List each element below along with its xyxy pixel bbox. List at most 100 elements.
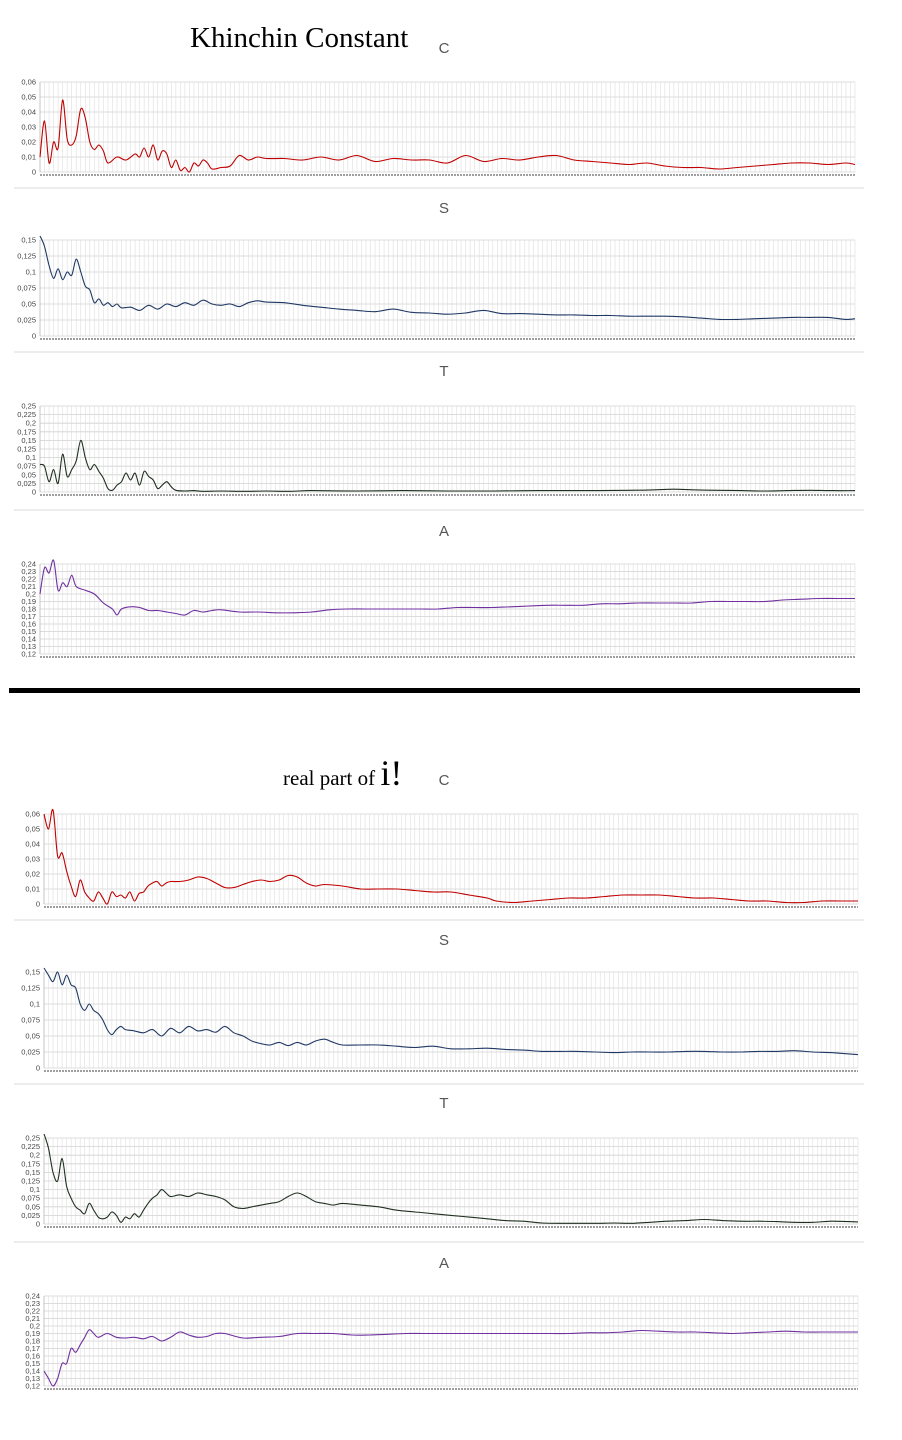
section-title-khinchin: Khinchin Constant [190,22,409,54]
chart-khinchin-t: T0,250,2250,20,1750,150,1250,10,0750,050… [14,363,864,511]
section-title-symbol: i! [380,753,403,793]
y-tick-label: 0,19 [21,597,36,606]
y-tick-label: 0,15 [25,968,40,977]
y-tick-label: 0 [32,488,36,497]
y-tick-label: 0,18 [21,605,36,614]
y-tick-label: 0,1 [30,1185,40,1194]
chart-khinchin-s: S 0,15 0,125 0,1 0,075 0,05 0,025 0 [14,200,864,353]
y-tick-label: 0,25 [25,1134,40,1143]
chart-label: T [439,363,448,380]
y-tick-label: 0,03 [25,855,40,864]
y-tick-label: 0,025 [17,316,36,325]
series-line-a [39,559,855,616]
y-tick-label: 0,21 [21,582,36,591]
y-tick-label: 0,24 [21,560,36,569]
y-tick-label: 0,02 [21,138,36,147]
y-tick-label: 0 [32,168,36,177]
y-tick-label: 0,05 [25,1202,40,1211]
y-tick-label: 0,14 [21,635,36,644]
y-tick-label: 0,025 [17,479,36,488]
y-tick-label: 0,125 [21,984,40,993]
chart-label: T [439,1095,448,1112]
section-divider [9,688,860,693]
y-tick-label: 0,01 [21,153,36,162]
y-tick-label: 0,075 [21,1016,40,1025]
y-tick-label: 0,2 [30,1151,40,1160]
series-line-s [39,235,856,321]
section-title-text: real part of [283,766,381,790]
y-tick-label: 0,2 [26,419,36,428]
y-tick-label: 0 [32,332,36,341]
y-tick-label: 0,21 [25,1314,40,1323]
y-tick-label: 0,14 [25,1367,40,1376]
series-line-a [43,1329,858,1387]
chart-real-part-s: S 0,15 0,125 0,1 0,075 0,05 0,025 0 [14,932,864,1085]
y-tick-label: 0,225 [17,410,36,419]
series-line-s [43,967,859,1056]
y-tick-label: 0,05 [21,300,36,309]
series-line-c [39,99,856,173]
chart-label: C [439,40,450,57]
chart-label: A [439,1255,449,1272]
y-tick-label: 0,19 [25,1329,40,1338]
y-tick-label: 0,15 [21,436,36,445]
y-tick-label: 0,15 [21,236,36,245]
y-tick-label: 0,24 [25,1292,40,1301]
chart-label: S [439,200,449,217]
y-tick-label: 0,125 [21,1177,40,1186]
y-tick-label: 0,1 [26,453,36,462]
y-tick-label: 0,15 [21,627,36,636]
y-tick-label: 0,2 [30,1322,40,1331]
y-tick-label: 0,175 [21,1159,40,1168]
y-tick-label: 0,1 [30,1000,40,1009]
y-tick-label: 0,2 [26,590,36,599]
y-tick-label: 0,16 [21,620,36,629]
y-tick-label: 0,04 [25,840,40,849]
chart-khinchin-c: C 0,06 0,05 0,04 0,03 0,02 0,01 0 [14,40,864,189]
y-tick-label: 0,04 [21,108,36,117]
y-tick-label: 0 [36,1220,40,1229]
y-tick-label: 0,075 [21,1194,40,1203]
y-tick-label: 0,05 [25,1032,40,1041]
y-tick-label: 0,23 [25,1299,40,1308]
y-tick-label: 0,175 [17,427,36,436]
y-tick-label: 0,22 [21,575,36,584]
chart-label: S [439,932,449,949]
y-tick-label: 0,16 [25,1352,40,1361]
y-tick-label: 0,01 [25,885,40,894]
series-line-c [43,808,858,905]
chart-real-part-c: C 0,06 0,05 0,04 0,03 0,02 0,01 0 [14,772,864,921]
chart-label: C [439,772,450,789]
series-line-t [43,1133,859,1224]
y-tick-label: 0,03 [21,123,36,132]
y-tick-label: 0,025 [21,1048,40,1057]
y-tick-label: 0,17 [25,1344,40,1353]
section-title-real-part: real part of i! [283,752,402,794]
y-tick-label: 0,22 [25,1307,40,1316]
y-tick-label: 0,025 [21,1211,40,1220]
y-tick-label: 0,15 [25,1359,40,1368]
y-tick-label: 0,23 [21,567,36,576]
y-tick-label: 0,13 [21,642,36,651]
y-tick-label: 0,06 [21,78,36,87]
y-tick-label: 0,1 [26,268,36,277]
y-tick-label: 0,15 [25,1168,40,1177]
y-tick-label: 0,17 [21,612,36,621]
y-tick-label: 0 [36,1064,40,1073]
y-tick-label: 0,05 [21,93,36,102]
y-tick-label: 0,13 [25,1374,40,1383]
y-tick-label: 0,25 [21,402,36,411]
y-tick-label: 0,05 [21,470,36,479]
chart-real-part-t: T0,250,2250,20,1750,150,1250,10,0750,050… [14,1095,864,1243]
chart-khinchin-a: A 0,240,230,220,210,20,190,180,170,160,15… [21,523,856,659]
chart-real-part-a: A 0,240,230,220,210,20,190,180,170,160,15… [25,1255,859,1391]
y-tick-label: 0,12 [25,1382,40,1391]
y-tick-label: 0,18 [25,1337,40,1346]
chart-label: A [439,523,449,540]
y-tick-label: 0,06 [25,810,40,819]
y-tick-label: 0,02 [25,870,40,879]
y-tick-label: 0,125 [17,445,36,454]
y-tick-label: 0,125 [17,252,36,261]
y-tick-label: 0,075 [17,284,36,293]
y-tick-label: 0,075 [17,462,36,471]
